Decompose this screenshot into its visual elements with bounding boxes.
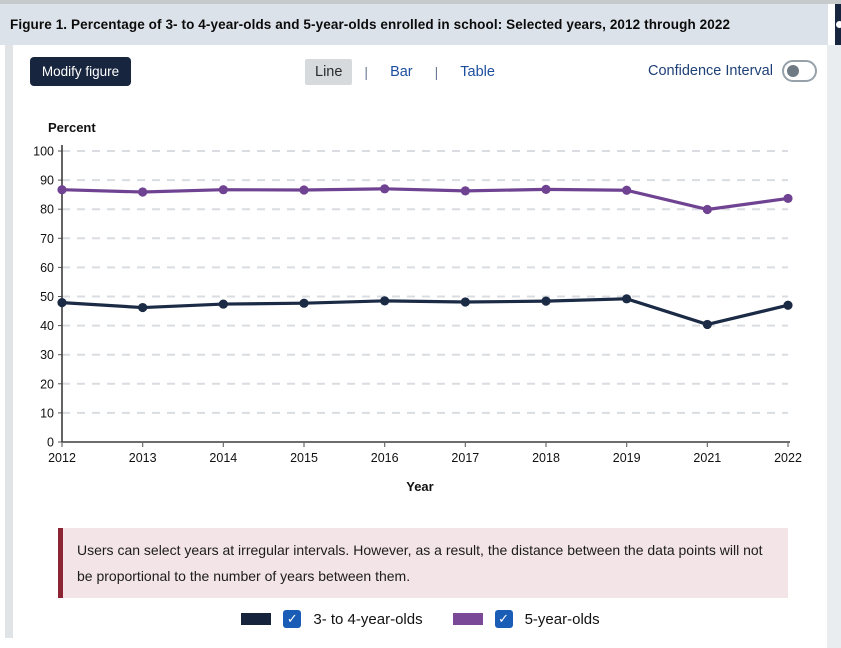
svg-text:80: 80 [40, 203, 54, 217]
note-box: Users can select years at irregular inte… [58, 528, 788, 598]
toggle-knob-icon [786, 65, 799, 77]
svg-text:10: 10 [40, 406, 54, 420]
legend-checkbox-3-to-4[interactable]: ✓ [283, 610, 302, 628]
svg-text:2019: 2019 [613, 451, 641, 465]
svg-text:90: 90 [40, 174, 54, 188]
window-top-strip [0, 0, 841, 4]
legend-label: 5-year-olds [524, 610, 600, 628]
chart-legend: ✓ 3- to 4-year-olds ✓ 5-year-olds [0, 610, 841, 628]
legend-swatch-purple [452, 613, 483, 625]
svg-text:2018: 2018 [532, 451, 560, 465]
right-gutter [827, 45, 841, 648]
tab-separator: | [364, 64, 369, 80]
y-axis-title: Percent [48, 120, 96, 135]
tab-separator: | [434, 64, 439, 80]
legend-label: 3- to 4-year-olds [313, 610, 423, 628]
svg-text:2021: 2021 [693, 451, 721, 465]
tab-bar[interactable]: Bar [390, 64, 413, 80]
legend-swatch-navy [241, 613, 272, 625]
header-corner-button[interactable] [835, 4, 841, 45]
svg-text:60: 60 [40, 261, 54, 275]
confidence-interval-control: Confidence Interval [648, 60, 817, 82]
note-text: Users can select years at irregular inte… [77, 542, 763, 584]
figure-title: Figure 1. Percentage of 3- to 4-year-old… [10, 17, 731, 32]
svg-text:40: 40 [40, 319, 54, 333]
left-gutter [5, 45, 13, 638]
svg-text:2017: 2017 [451, 451, 479, 465]
svg-text:70: 70 [40, 232, 54, 246]
svg-text:20: 20 [40, 377, 54, 391]
svg-text:50: 50 [40, 290, 54, 304]
svg-text:2012: 2012 [48, 451, 76, 465]
svg-text:2022: 2022 [774, 451, 802, 465]
svg-text:0: 0 [47, 436, 54, 450]
tab-table[interactable]: Table [460, 64, 495, 80]
legend-item: ✓ 3- to 4-year-olds [241, 610, 423, 628]
modify-figure-button[interactable]: Modify figure [30, 57, 131, 86]
figure-title-bar: Figure 1. Percentage of 3- to 4-year-old… [0, 4, 828, 45]
legend-item: ✓ 5-year-olds [452, 610, 600, 628]
svg-text:2015: 2015 [290, 451, 318, 465]
tab-line[interactable]: Line [305, 59, 353, 85]
x-axis-title: Year [406, 479, 434, 494]
svg-text:2014: 2014 [209, 451, 237, 465]
line-chart[interactable]: 0 10 20 30 40 50 60 70 80 90 100 2012 2013 2014 2015 20… [30, 138, 810, 498]
svg-text:30: 30 [40, 348, 54, 362]
svg-text:2016: 2016 [371, 451, 399, 465]
corner-button-icon [836, 21, 841, 28]
svg-text:2013: 2013 [129, 451, 157, 465]
confidence-interval-label: Confidence Interval [648, 63, 773, 79]
line-chart-canvas: 0 10 20 30 40 50 60 70 80 90 100 2012 2013 2014 2015 20… [33, 145, 802, 466]
confidence-interval-toggle[interactable] [781, 60, 817, 82]
chart-view-tabs: Line | Bar | Table [305, 57, 505, 87]
legend-checkbox-5-year[interactable]: ✓ [494, 610, 513, 628]
svg-text:100: 100 [33, 145, 54, 159]
